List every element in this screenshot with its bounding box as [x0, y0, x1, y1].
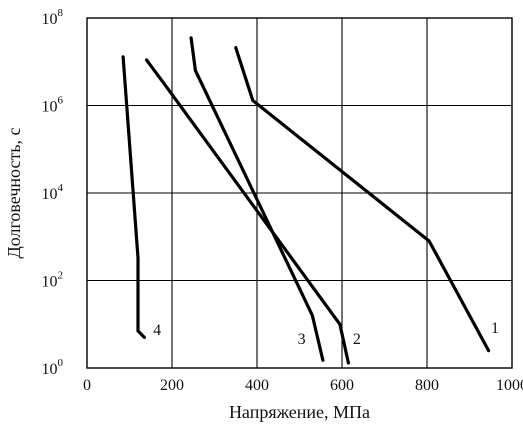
series-line-3: [189, 36, 325, 362]
x-axis-label: Напряжение, МПа: [229, 402, 370, 422]
curve-label-2: 2: [353, 331, 361, 348]
series-line-4: [121, 55, 146, 339]
series-layer: [121, 36, 491, 365]
tick-labels: 0 200 400 600 800 1000 100 102 104 106 108: [42, 7, 523, 394]
y-tick-label: 102: [42, 270, 64, 291]
curve-labels: 1 2 3 4: [153, 320, 499, 348]
x-tick-label: 0: [83, 377, 91, 394]
y-tick-label: 106: [42, 95, 64, 116]
y-tick-label: 108: [42, 7, 64, 28]
y-tick-label: 104: [42, 182, 64, 203]
curve-label-1: 1: [491, 320, 499, 337]
x-tick-label: 600: [330, 377, 354, 394]
plot-frame: [86, 17, 513, 369]
y-axis-label: Долговечность, с: [4, 127, 24, 258]
x-tick-label: 1000: [496, 377, 523, 394]
plot-border: [86, 17, 513, 369]
x-tick-label: 800: [415, 377, 439, 394]
series-line-1: [234, 46, 491, 353]
x-tick-label: 400: [245, 377, 269, 394]
y-tick-label: 100: [42, 357, 64, 378]
series-line-2: [144, 58, 350, 365]
curve-label-4: 4: [153, 322, 161, 339]
curve-label-3: 3: [298, 331, 306, 348]
grid: [87, 18, 512, 368]
x-tick-label: 200: [160, 377, 184, 394]
